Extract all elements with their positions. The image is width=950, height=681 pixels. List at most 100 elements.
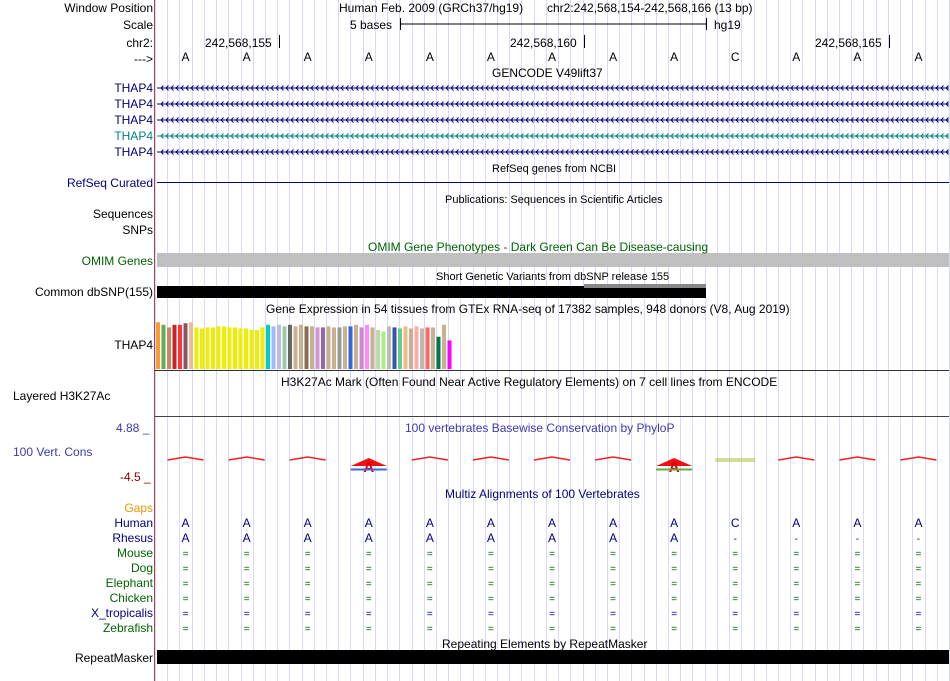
alignment-base: = xyxy=(244,564,250,575)
assembly-text: Human Feb. 2009 (GRCh37/hg19) xyxy=(339,1,524,15)
window-position-label: Window Position xyxy=(64,1,153,15)
alignment-base: = xyxy=(244,609,250,620)
gencode-tx-label-5[interactable]: THAP4 xyxy=(114,145,153,159)
gtex-bar xyxy=(343,326,347,369)
alignment-base: = xyxy=(488,564,494,575)
alignment-base: = xyxy=(183,579,189,590)
alignment-base: = xyxy=(366,609,372,620)
gtex-bar xyxy=(244,328,248,369)
publications-title: Publications: Sequences in Scientific Ar… xyxy=(445,194,663,206)
repeatmasker-title: Repeating Elements by RepeatMasker xyxy=(442,637,648,651)
chrom-label: chr2: xyxy=(126,36,153,50)
snps-label[interactable]: SNPs xyxy=(122,223,153,237)
gtex-bar xyxy=(376,330,380,369)
repeatmasker-bar xyxy=(157,650,949,664)
repeatmasker-label[interactable]: RepeatMasker xyxy=(74,651,153,665)
omim-label[interactable]: OMIM Genes xyxy=(81,254,153,268)
db-text: hg19 xyxy=(714,18,741,32)
region-text[interactable]: chr2:242,568,154-242,568,166 (13 bp) xyxy=(547,1,753,15)
alignment-base: = xyxy=(854,624,860,635)
gencode-title: GENCODE V49lift37 xyxy=(492,66,603,80)
alignment-base: = xyxy=(854,609,860,620)
dbsnp-label[interactable]: Common dbSNP(155) xyxy=(34,285,153,299)
gtex-bar xyxy=(447,340,452,369)
species-label-mouse[interactable]: Mouse xyxy=(116,546,153,560)
alignment-base: = xyxy=(671,594,677,605)
alignment-base: A xyxy=(487,516,495,530)
alignment-base: = xyxy=(916,594,922,605)
species-label-xtropicalis[interactable]: X_tropicalis xyxy=(90,606,153,620)
alignment-base: = xyxy=(183,549,189,560)
phylop-hat xyxy=(778,456,815,461)
gtex-bar xyxy=(398,328,402,369)
alignment-base: = xyxy=(427,609,433,620)
gencode-tx-label-3[interactable]: THAP4 xyxy=(114,113,153,127)
species-label-chicken[interactable]: Chicken xyxy=(109,591,153,605)
species-label-human[interactable]: Human xyxy=(114,516,153,530)
gencode-tx-label-4[interactable]: THAP4 xyxy=(114,129,153,143)
phylop-peak-letter: A xyxy=(363,459,374,476)
h3k27ac-label[interactable]: Layered H3K27Ac xyxy=(13,389,111,403)
gtex-bar xyxy=(156,322,160,369)
gtex-title: Gene Expression in 54 tissues from GTEx … xyxy=(266,302,790,316)
species-label-zebrafish[interactable]: Zebrafish xyxy=(102,621,153,635)
gtex-bar xyxy=(194,327,199,369)
alignment-base: = xyxy=(671,549,677,560)
alignment-base: = xyxy=(366,594,372,605)
alignment-base: = xyxy=(427,549,433,560)
phylop-hat xyxy=(228,456,265,461)
alignment-base: = xyxy=(183,564,189,575)
alignment-base: A xyxy=(365,531,373,545)
gencode-tx-label-2[interactable]: THAP4 xyxy=(114,97,153,111)
scale-label: Scale xyxy=(122,18,153,32)
gtex-bar xyxy=(442,324,446,369)
transcript-chevrons xyxy=(160,133,949,139)
alignment-base: = xyxy=(671,564,677,575)
gtex-bar xyxy=(365,324,369,369)
alignment-base: = xyxy=(549,579,555,590)
gencode-tx-label-1[interactable]: THAP4 xyxy=(114,81,153,95)
phylop-label[interactable]: 100 Vert. Cons xyxy=(13,445,93,459)
phylop-max: 4.88 _ xyxy=(116,421,150,435)
gtex-bar xyxy=(288,324,292,369)
species-label-rhesus[interactable]: Rhesus xyxy=(112,531,153,545)
gtex-bar xyxy=(326,326,331,369)
phylop-peak xyxy=(656,458,693,466)
alignment-base: - xyxy=(856,534,859,545)
gtex-bar xyxy=(172,324,177,369)
alignment-base: = xyxy=(916,549,922,560)
phylop-hat xyxy=(594,456,632,461)
alignment-base: A xyxy=(609,516,617,530)
alignment-base: = xyxy=(732,549,738,560)
species-label-dog[interactable]: Dog xyxy=(130,561,153,575)
alignment-base: = xyxy=(610,579,616,590)
alignment-base: = xyxy=(916,579,922,590)
base-letter: A xyxy=(243,50,251,64)
alignment-base: = xyxy=(427,594,433,605)
gtex-bar xyxy=(392,327,397,369)
alignment-base: = xyxy=(427,579,433,590)
gtex-bar xyxy=(420,328,424,369)
alignment-base: = xyxy=(916,609,922,620)
refseq-label[interactable]: RefSeq Curated xyxy=(66,176,153,190)
species-label-elephant[interactable]: Elephant xyxy=(105,576,153,590)
alignment-base: A xyxy=(670,516,678,530)
alignment-base: = xyxy=(488,594,494,605)
alignment-base: = xyxy=(854,594,860,605)
gtex-bar xyxy=(403,326,408,369)
gtex-label[interactable]: THAP4 xyxy=(114,338,153,352)
omim-title: OMIM Gene Phenotypes - Dark Green Can Be… xyxy=(368,240,709,254)
alignment-base: A xyxy=(670,531,678,545)
dbsnp-bar-top xyxy=(584,284,706,288)
alignment-base: = xyxy=(244,624,250,635)
gaps-label[interactable]: Gaps xyxy=(124,501,153,515)
publications-label[interactable]: Sequences xyxy=(92,207,153,221)
alignment-base: A xyxy=(304,516,312,530)
alignment-base: = xyxy=(183,624,189,635)
alignment-base: = xyxy=(793,549,799,560)
alignment-base: A xyxy=(487,531,495,545)
base-letter: A xyxy=(487,50,495,64)
alignment-base: - xyxy=(734,534,737,545)
gtex-bar xyxy=(359,327,364,369)
